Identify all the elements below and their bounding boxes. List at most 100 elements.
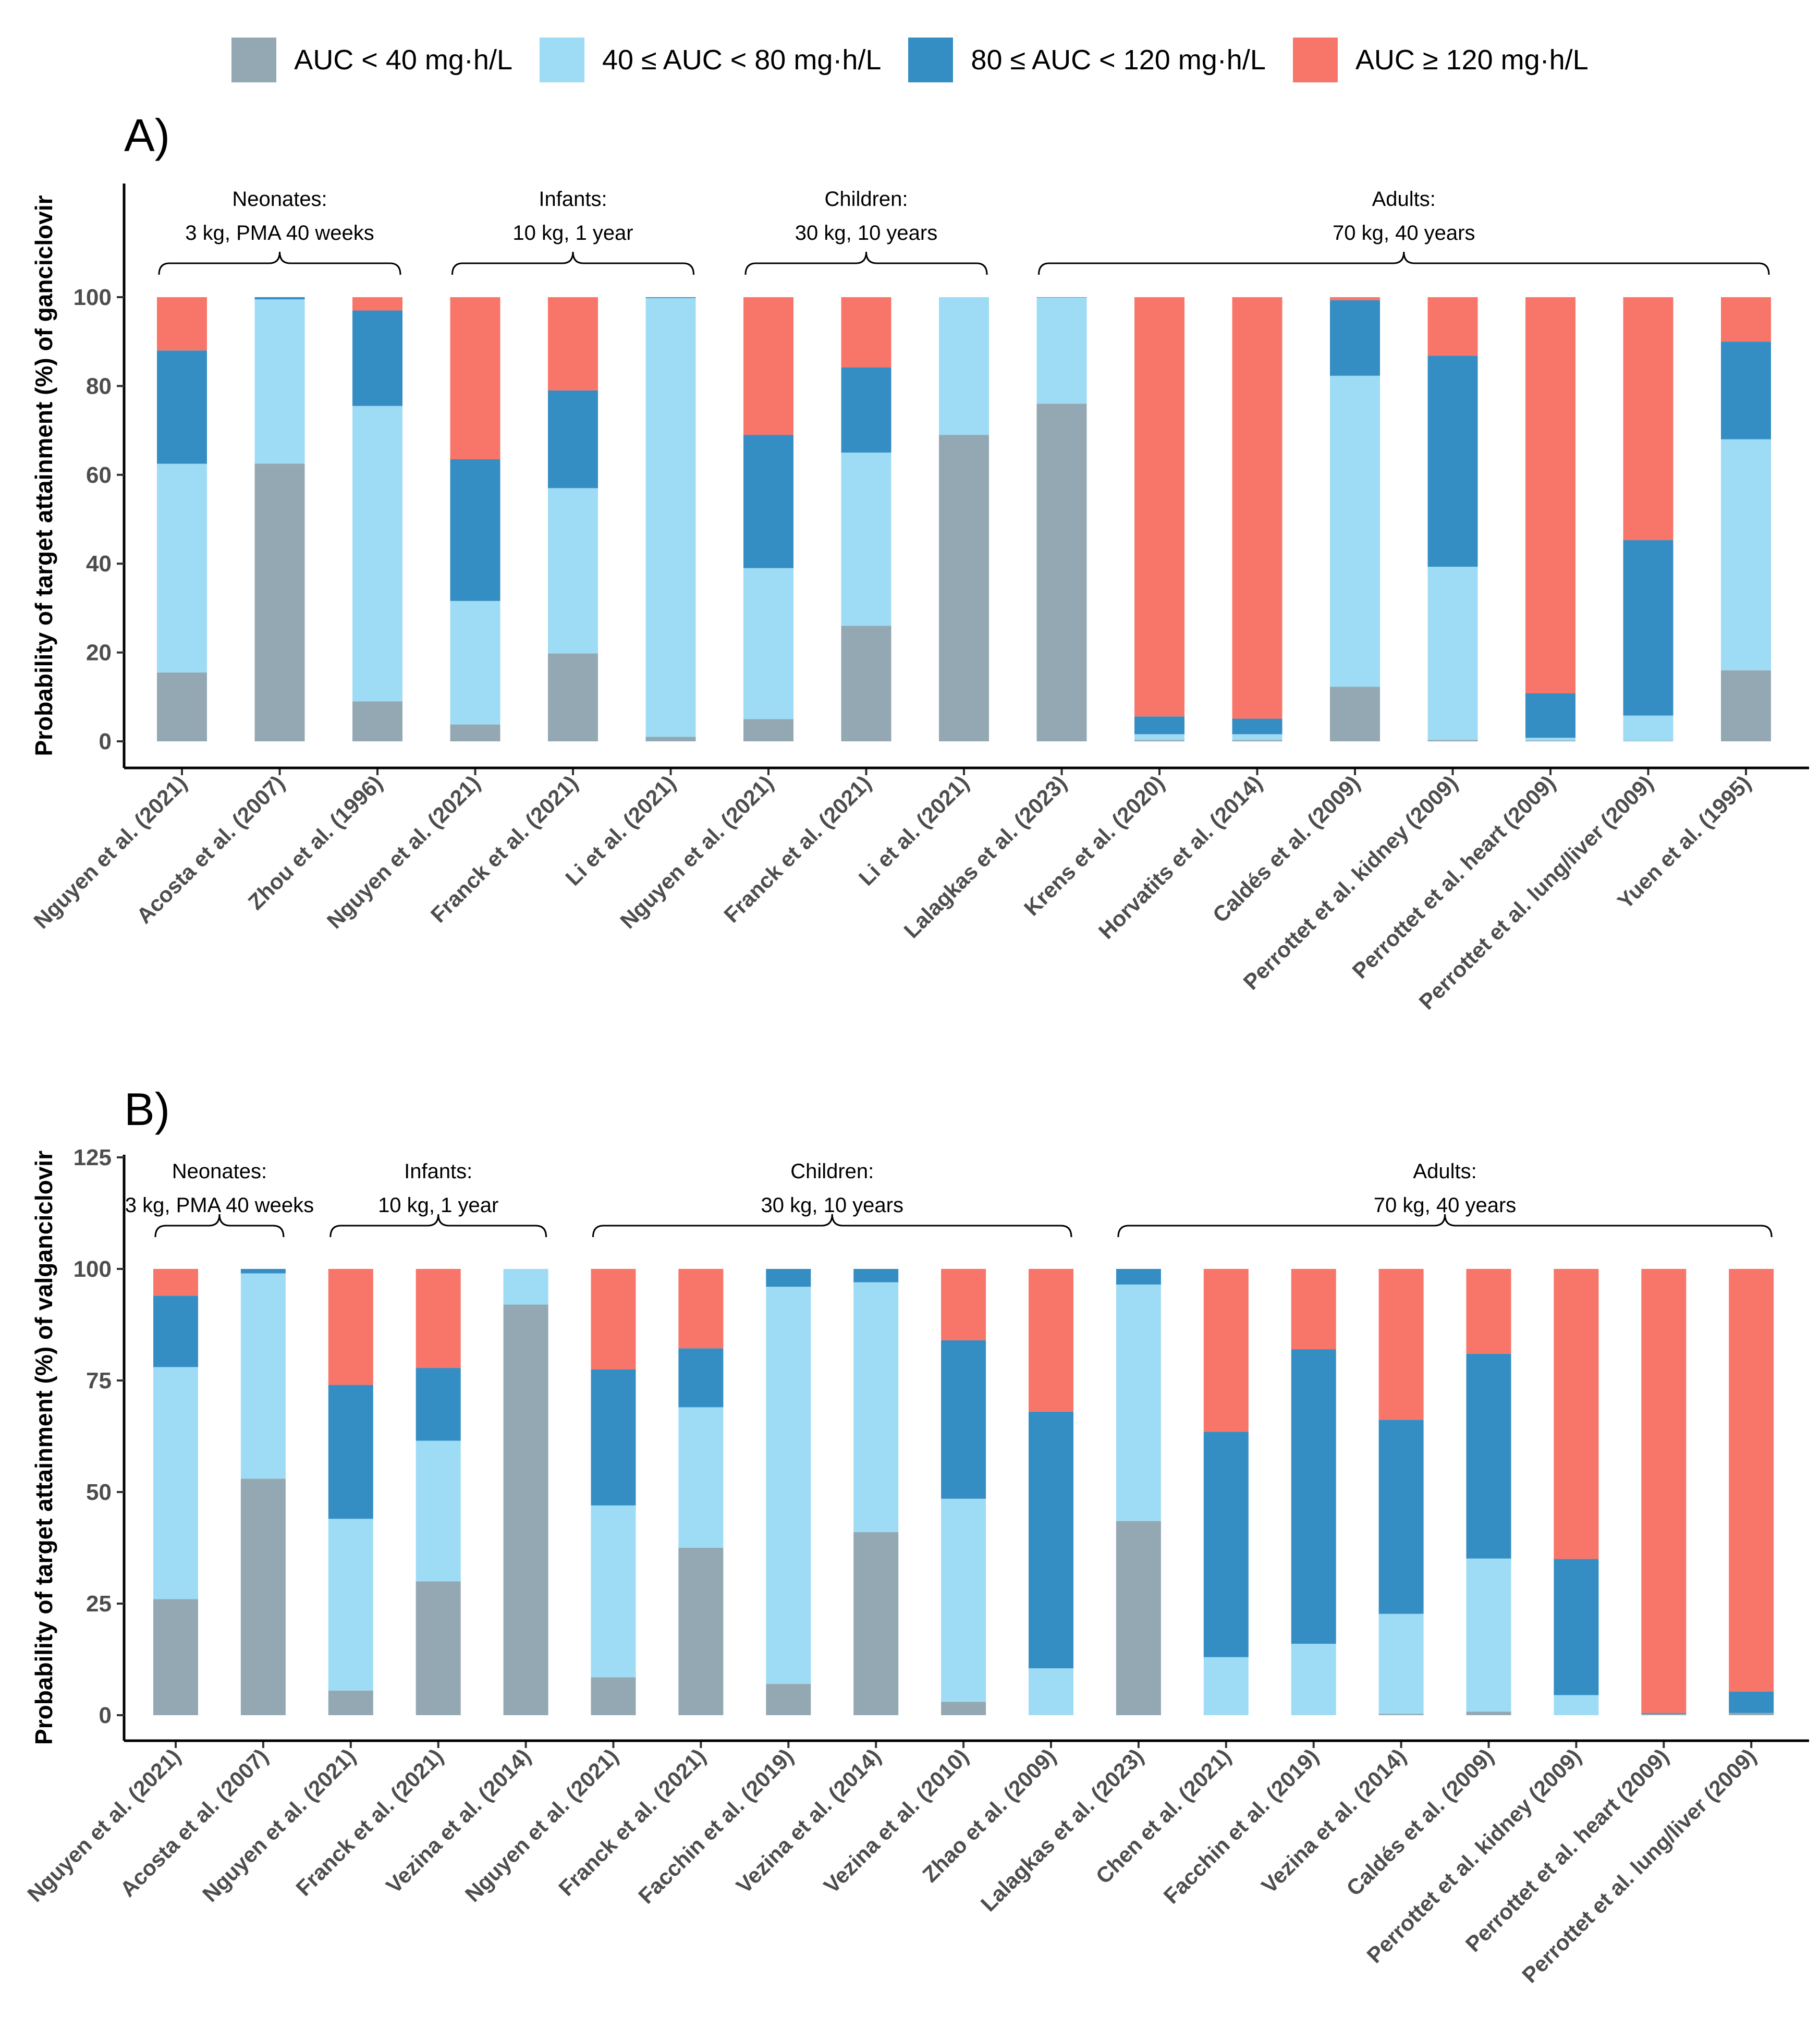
bar-segment-auc_40_80 xyxy=(254,299,305,464)
bar-segment-auc_40_80 xyxy=(1525,738,1575,741)
legend-swatch xyxy=(1292,38,1338,82)
bar-segment-auc_40_80 xyxy=(1116,1284,1161,1521)
bar-segment-auc_ge_120 xyxy=(591,1269,636,1370)
panel-label: B) xyxy=(124,1083,170,1135)
bar-segment-auc_lt_40 xyxy=(416,1581,461,1715)
bar-segment-auc_80_120 xyxy=(1232,718,1282,735)
bar-segment-auc_ge_120 xyxy=(1232,297,1282,719)
bar-segment-auc_40_80 xyxy=(1427,567,1478,740)
bar-segment-auc_lt_40 xyxy=(853,1532,899,1715)
bar-segment-auc_ge_120 xyxy=(548,297,598,390)
bar-segment-auc_ge_120 xyxy=(157,297,207,351)
bar-segment-auc_lt_40 xyxy=(254,463,305,741)
group-label-title: Adults: xyxy=(1372,188,1436,211)
bar-segment-auc_lt_40 xyxy=(328,1690,373,1715)
bar-segment-auc_40_80 xyxy=(1291,1644,1336,1715)
y-tick-label: 100 xyxy=(74,285,112,310)
bar-segment-auc_ge_120 xyxy=(1203,1269,1249,1432)
bar-segment-auc_40_80 xyxy=(548,488,598,654)
bar-segment-auc_ge_120 xyxy=(941,1269,986,1340)
bar-segment-auc_lt_40 xyxy=(1232,740,1282,741)
group-brace xyxy=(451,251,694,275)
bar-segment-auc_40_80 xyxy=(1134,734,1184,740)
bar-segment-auc_40_80 xyxy=(1466,1558,1511,1712)
bar-segment-auc_lt_40 xyxy=(591,1677,636,1715)
bar-segment-auc_lt_40 xyxy=(1729,1713,1774,1715)
bar-segment-auc_80_120 xyxy=(450,459,500,601)
bar-segment-auc_80_120 xyxy=(1525,693,1575,738)
bar-segment-auc_lt_40 xyxy=(939,435,989,741)
bar-segment-auc_ge_120 xyxy=(1134,297,1184,717)
chart-panel-b: B)Nguyen et al. (2021)Acosta et al. (200… xyxy=(22,1083,1809,1987)
bar-segment-auc_ge_120 xyxy=(1291,1269,1336,1350)
bar-segment-auc_ge_120 xyxy=(743,297,793,435)
legend-swatch xyxy=(908,38,954,82)
group-label-detail: 30 kg, 10 years xyxy=(761,1194,904,1217)
bar-segment-auc_40_80 xyxy=(1721,439,1771,670)
x-tick-label: Facchin et al. (2019) xyxy=(633,1744,798,1908)
group-label-title: Children: xyxy=(824,188,908,211)
bar-segment-auc_lt_40 xyxy=(1427,740,1478,741)
group-brace xyxy=(158,251,401,275)
bar-segment-auc_lt_40 xyxy=(743,719,793,741)
bar-segment-auc_ge_120 xyxy=(1466,1269,1511,1354)
bar-segment-auc_40_80 xyxy=(1029,1668,1073,1715)
x-tick-label: Acosta et al. (2007) xyxy=(115,1744,273,1901)
bar-segment-auc_80_120 xyxy=(1623,540,1674,716)
bar-segment-auc_40_80 xyxy=(645,298,696,737)
legend-swatch xyxy=(231,38,277,82)
bar-segment-auc_40_80 xyxy=(853,1282,899,1533)
bar-segment-auc_40_80 xyxy=(841,453,891,626)
x-tick-label: Franck et al. (2021) xyxy=(291,1744,448,1901)
bar-segment-auc_lt_40 xyxy=(1641,1714,1687,1715)
bar-segment-auc_40_80 xyxy=(416,1440,461,1582)
group-label-title: Infants: xyxy=(539,188,607,211)
bar-segment-auc_80_120 xyxy=(853,1269,899,1282)
bar-segment-auc_ge_120 xyxy=(841,297,891,368)
bar-segment-auc_80_120 xyxy=(1203,1432,1249,1657)
y-tick-label: 75 xyxy=(86,1368,112,1394)
x-tick-label: Caldés et al. (2009) xyxy=(1341,1744,1498,1901)
bar-segment-auc_ge_120 xyxy=(678,1269,724,1349)
bar-segment-auc_lt_40 xyxy=(1378,1714,1424,1715)
x-tick-label: Nguyen et al. (2021) xyxy=(198,1744,360,1906)
bar-segment-auc_lt_40 xyxy=(1330,687,1380,741)
panel-label: A) xyxy=(124,109,170,161)
bar-segment-auc_ge_120 xyxy=(1641,1269,1687,1713)
y-tick-label: 60 xyxy=(86,462,112,488)
bar-segment-auc_80_120 xyxy=(1378,1420,1424,1614)
bar-segment-auc_80_120 xyxy=(1029,1411,1073,1669)
y-tick-label: 0 xyxy=(99,1703,112,1728)
bar-segment-auc_40_80 xyxy=(1554,1695,1599,1715)
bar-segment-auc_ge_120 xyxy=(450,297,500,459)
group-label-title: Neonates: xyxy=(172,1160,267,1183)
bar-segment-auc_ge_120 xyxy=(352,297,402,311)
bar-segment-auc_80_120 xyxy=(1466,1353,1511,1559)
bar-segment-auc_40_80 xyxy=(328,1519,373,1691)
bar-segment-auc_80_120 xyxy=(157,350,207,464)
bar-segment-auc_40_80 xyxy=(352,406,402,702)
bar-segment-auc_ge_120 xyxy=(1029,1269,1073,1412)
bar-segment-auc_40_80 xyxy=(153,1367,198,1599)
x-tick-label: Nguyen et al. (2021) xyxy=(22,1744,185,1906)
bar-segment-auc_lt_40 xyxy=(678,1548,724,1715)
bar-segment-auc_80_120 xyxy=(1554,1559,1599,1695)
group-label-title: Infants: xyxy=(404,1160,472,1183)
bar-segment-auc_lt_40 xyxy=(766,1684,811,1715)
group-label-title: Neonates: xyxy=(232,188,327,211)
x-tick-label: Nguyen et al. (2021) xyxy=(460,1744,623,1906)
bar-segment-auc_ge_120 xyxy=(1721,297,1771,342)
bar-segment-auc_80_120 xyxy=(416,1368,461,1441)
x-tick-label: Lalagkas et al. (2023) xyxy=(899,771,1071,943)
bar-segment-auc_ge_120 xyxy=(1729,1269,1774,1692)
bar-segment-auc_ge_120 xyxy=(1330,297,1380,300)
bar-segment-auc_40_80 xyxy=(450,601,500,725)
bar-segment-auc_80_120 xyxy=(1721,341,1771,439)
legend-item-auc_40_80: 40 ≤ AUC < 80 mg·h/L xyxy=(539,38,881,82)
legend-label: 80 ≤ AUC < 120 mg·h/L xyxy=(971,44,1266,76)
bar-segment-auc_ge_120 xyxy=(1623,297,1674,541)
bar-segment-auc_80_120 xyxy=(591,1369,636,1506)
bar-segment-auc_lt_40 xyxy=(352,701,402,741)
bar-segment-auc_80_120 xyxy=(1116,1269,1161,1285)
group-label-detail: 3 kg, PMA 40 weeks xyxy=(125,1194,314,1217)
